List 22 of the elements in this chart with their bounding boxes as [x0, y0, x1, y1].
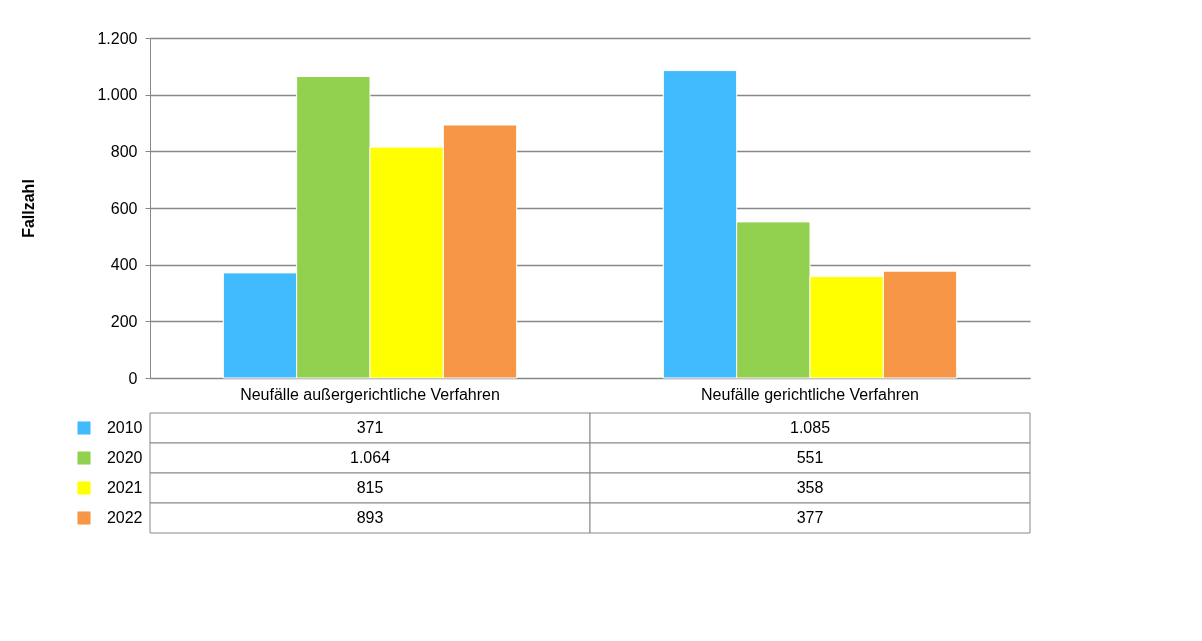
data-label: 893	[356, 509, 384, 526]
y-tick-label: 800	[110, 142, 138, 160]
data-label: 551	[796, 449, 824, 466]
y-tick-label: 600	[110, 199, 138, 217]
y-tick-label: 200	[110, 312, 138, 330]
data-label: 377	[796, 509, 824, 526]
y-tick-label: 400	[110, 256, 138, 274]
data-label: 815	[356, 479, 384, 496]
y-tick-label: 1.000	[97, 86, 138, 104]
y-axis-title: Fallzahl	[20, 179, 38, 238]
data-label: 371	[356, 419, 384, 436]
legend-label: 2020	[106, 449, 143, 466]
data-label: 1.064	[349, 449, 391, 466]
legend-label: 2021	[106, 479, 143, 496]
data-label: 1.085	[789, 419, 831, 436]
y-tick-label: 0	[128, 369, 138, 387]
y-tick-label: 1.200	[97, 29, 138, 47]
legend-label: 2022	[106, 509, 143, 526]
legend-label: 2010	[106, 419, 143, 436]
x-tick-label: Neufälle gerichtliche Verfahren	[701, 385, 919, 403]
x-tick-label: Neufälle außergerichtliche Verfahren	[240, 385, 500, 403]
data-label: 358	[796, 479, 824, 496]
